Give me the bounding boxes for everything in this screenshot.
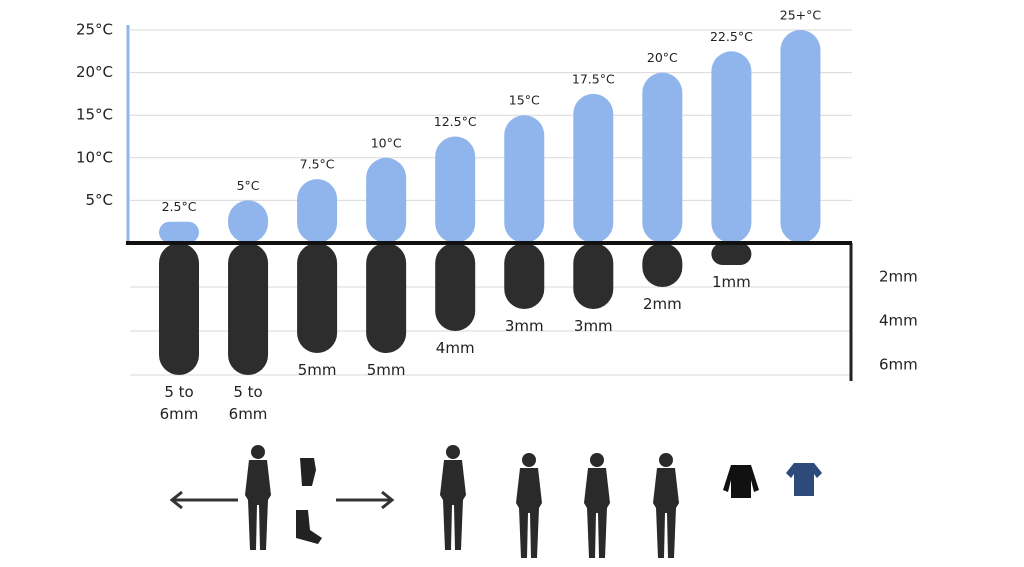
bar bbox=[711, 51, 752, 243]
y-tick-label: 25°C bbox=[76, 21, 113, 39]
data-label: 5 to 6mm bbox=[159, 383, 199, 423]
gear-icons bbox=[169, 445, 822, 558]
data-label: 7.5°C bbox=[300, 157, 335, 172]
data-label: 1mm bbox=[712, 273, 751, 291]
data-label: 3mm bbox=[504, 317, 544, 335]
bar bbox=[366, 157, 407, 243]
data-label: 10°C bbox=[371, 135, 402, 150]
y2-tick-label: 4mm bbox=[879, 312, 918, 330]
bar bbox=[228, 243, 269, 375]
data-label: 3mm bbox=[573, 317, 613, 335]
data-label: 12.5°C bbox=[434, 114, 477, 129]
data-label: 5 to 6mm bbox=[228, 383, 268, 423]
y-tick-label: 15°C bbox=[76, 106, 113, 124]
data-label: 25+°C bbox=[780, 8, 822, 23]
bar bbox=[159, 243, 199, 375]
data-label: 2mm bbox=[642, 295, 682, 313]
data-label: 5mm bbox=[366, 361, 406, 379]
bar bbox=[642, 72, 683, 243]
data-label: 5°C bbox=[237, 178, 260, 193]
bar bbox=[366, 243, 407, 353]
y-tick-label: 5°C bbox=[85, 191, 113, 209]
y2-tick-label: 2mm bbox=[879, 268, 918, 286]
bar bbox=[780, 30, 821, 243]
y2-tick-label: 6mm bbox=[879, 356, 918, 374]
bar bbox=[642, 243, 683, 287]
y-tick-label: 10°C bbox=[76, 148, 113, 166]
bar bbox=[228, 200, 269, 243]
bar bbox=[504, 243, 545, 309]
bar bbox=[504, 115, 545, 243]
bar bbox=[711, 243, 752, 265]
data-label: 2.5°C bbox=[162, 199, 197, 214]
bar bbox=[297, 243, 338, 353]
y-tick-label: 20°C bbox=[76, 63, 113, 81]
bar bbox=[297, 179, 338, 243]
data-label: 22.5°C bbox=[710, 29, 753, 44]
bar bbox=[435, 136, 476, 243]
bar bbox=[159, 221, 199, 243]
bar bbox=[435, 243, 476, 331]
data-label: 4mm bbox=[435, 339, 475, 357]
bar bbox=[573, 243, 614, 309]
bar bbox=[573, 93, 614, 244]
data-label: 20°C bbox=[647, 50, 678, 65]
data-label: 17.5°C bbox=[572, 71, 615, 86]
data-label: 5mm bbox=[297, 361, 337, 379]
data-label: 15°C bbox=[509, 93, 540, 108]
